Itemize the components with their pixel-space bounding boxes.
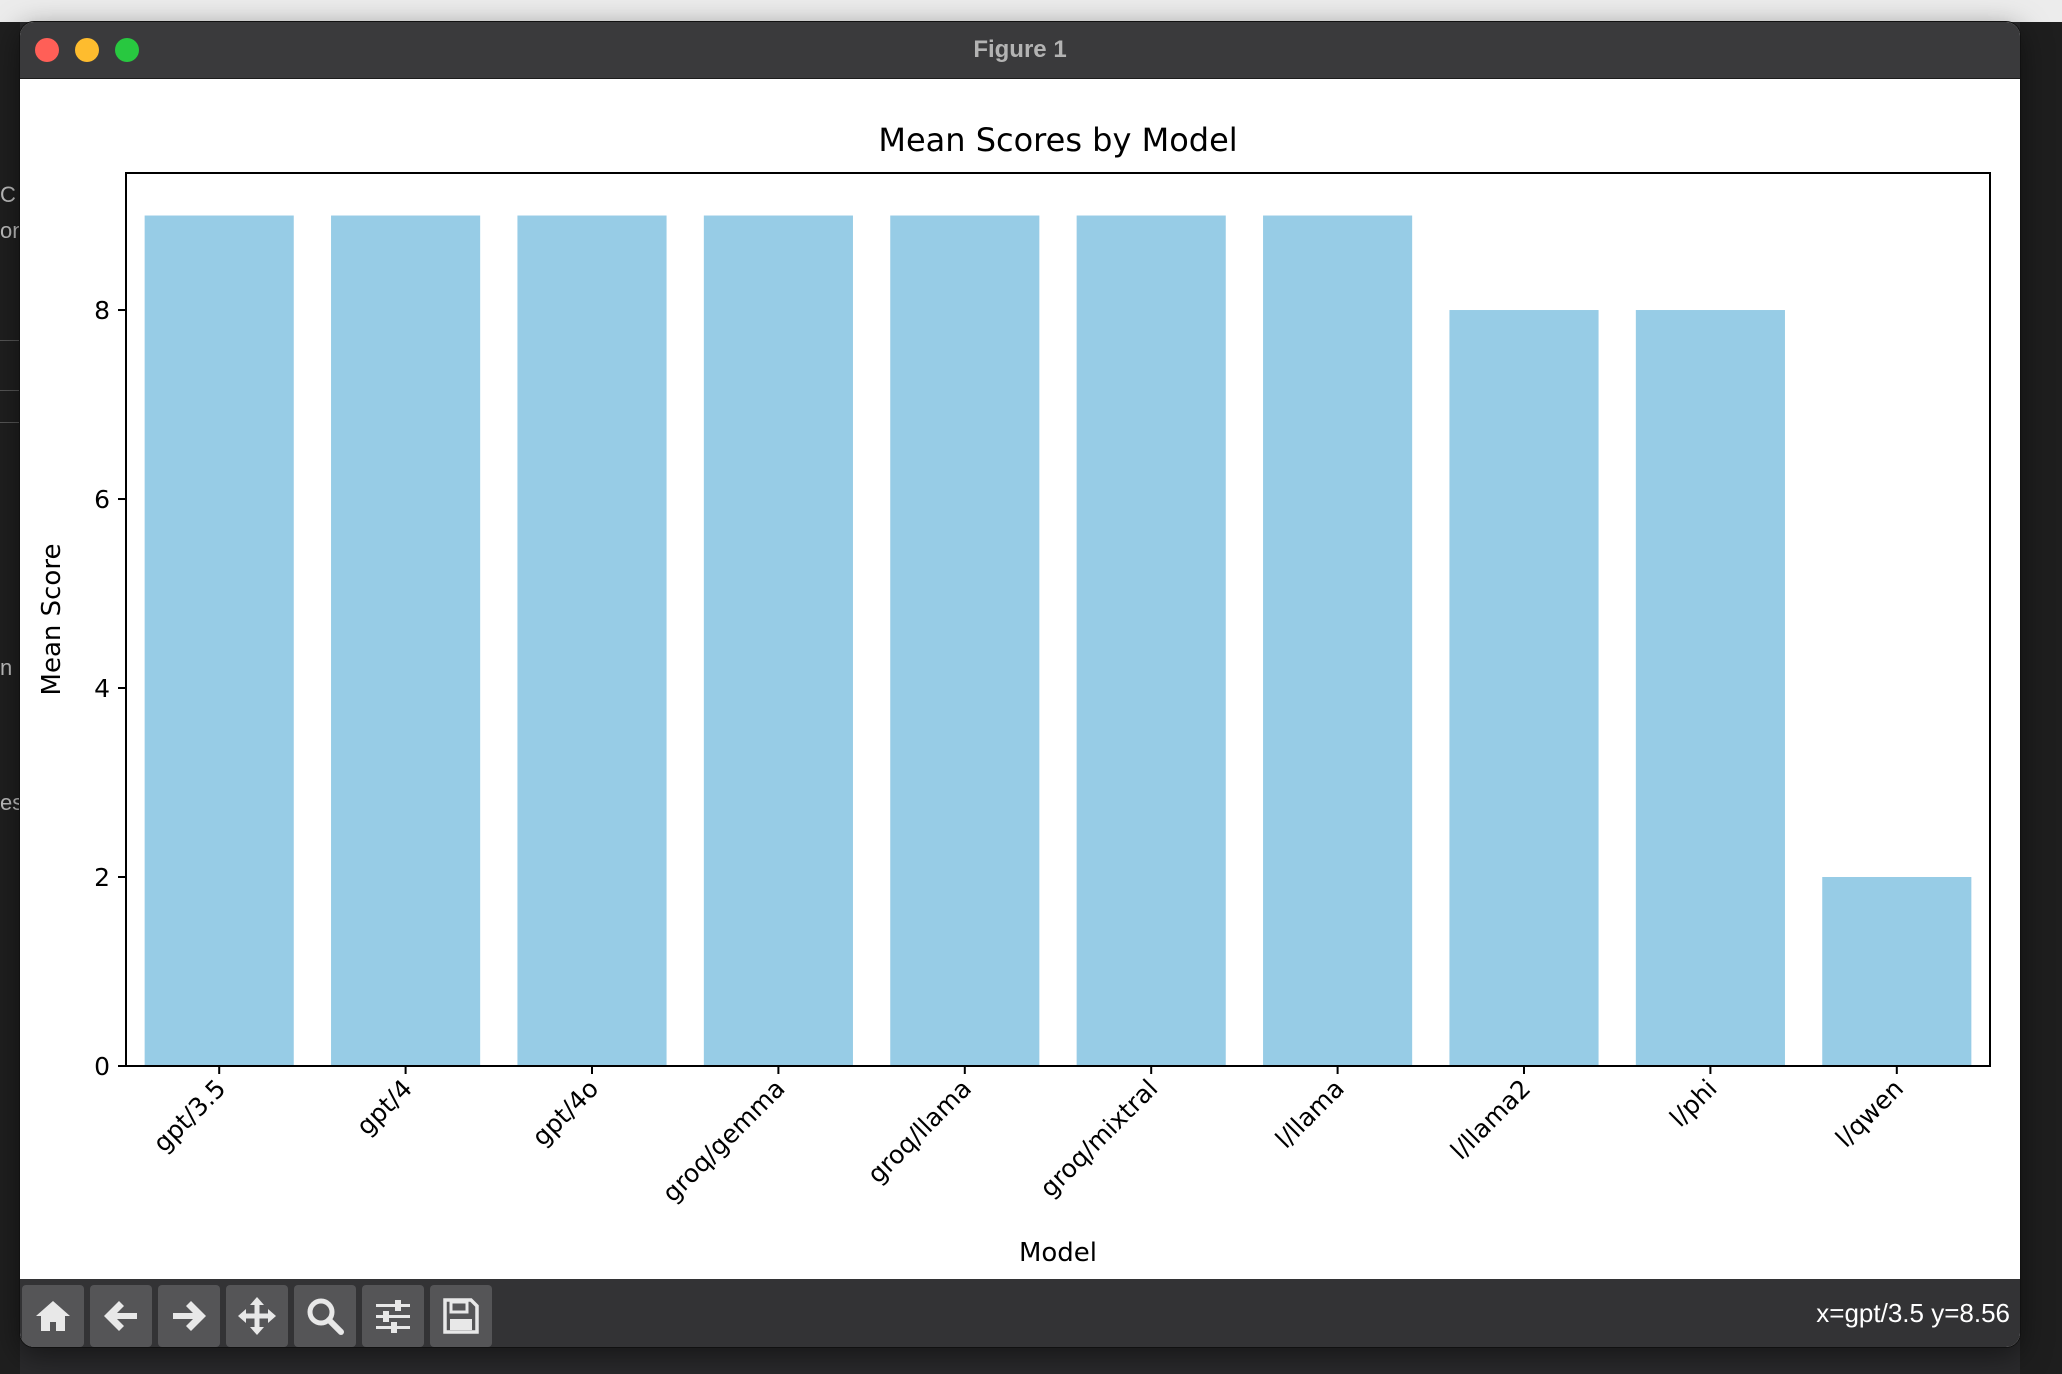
zoom-window-button[interactable] [115, 38, 139, 62]
y-axis-label: Mean Score [37, 544, 67, 696]
bar-l/phi [1635, 310, 1785, 1066]
bar-chart: 0 2 4 6 8 gpt/3.5 gpt/4 gpt/4o groq/gemma groq/ll… [37, 121, 1991, 1268]
x-tick-label: gpt/4 [351, 1074, 418, 1141]
y-tick-label: 4 [94, 674, 110, 703]
bar-groq/mixtral [1076, 215, 1226, 1066]
title-bar[interactable]: Figure 1 [20, 22, 2020, 79]
x-tick-label: l/phi [1664, 1074, 1723, 1133]
background-text-fragment: n [0, 655, 13, 680]
chart-title: Mean Scores by Model [878, 121, 1237, 159]
window-title: Figure 1 [973, 36, 1067, 63]
y-tick-label: 2 [94, 863, 110, 892]
x-tick-label: gpt/3.5 [147, 1074, 231, 1158]
magnifier-icon [307, 1298, 344, 1335]
bar-gpt/3.5 [144, 215, 294, 1066]
x-tick-label: l/llama [1270, 1074, 1350, 1154]
figure-window: Figure 1 0 2 4 6 8 gpt/3.5 gpt/4 gpt/4o groq/gem… [20, 22, 2020, 1347]
x-tick-label: l/llama2 [1445, 1074, 1536, 1165]
background-window-strip-right [2020, 22, 2062, 1374]
figure-canvas[interactable]: 0 2 4 6 8 gpt/3.5 gpt/4 gpt/4o groq/gemma groq/ll… [20, 79, 2020, 1279]
configure-subplots-button[interactable] [362, 1285, 424, 1347]
background-text-fragment: es [0, 790, 20, 815]
forward-button[interactable] [158, 1285, 220, 1347]
background-text-fragment: on [0, 218, 20, 243]
desktop-top-bar [0, 0, 2062, 22]
y-tick-label: 6 [94, 485, 110, 514]
zoom-button[interactable] [294, 1285, 356, 1347]
x-tick-label: gpt/4o [526, 1074, 604, 1152]
bar-groq/llama [890, 215, 1040, 1066]
home-button[interactable] [22, 1285, 84, 1347]
background-window-strip: C on n es [0, 22, 20, 1374]
arrow-right-icon [173, 1301, 206, 1331]
close-window-button[interactable] [35, 38, 59, 62]
bar-l/llama [1263, 215, 1413, 1066]
navigation-toolbar: x=gpt/3.5 y=8.56 [20, 1279, 2020, 1347]
x-tick-label: groq/mixtral [1034, 1074, 1163, 1203]
cursor-coordinates: x=gpt/3.5 y=8.56 [1816, 1298, 2010, 1328]
back-button[interactable] [90, 1285, 152, 1347]
arrow-left-icon [104, 1301, 137, 1331]
axes-frame [125, 172, 1991, 1067]
background-text-fragment: C [0, 182, 16, 207]
sliders-icon [376, 1300, 410, 1333]
move-icon [238, 1297, 276, 1335]
bar-groq/gemma [703, 215, 853, 1066]
bar-gpt/4o [517, 215, 667, 1066]
bar-gpt/4 [331, 215, 481, 1066]
save-button[interactable] [430, 1285, 492, 1347]
minimize-window-button[interactable] [75, 38, 99, 62]
bar-l/qwen [1822, 877, 1972, 1066]
pan-button[interactable] [226, 1285, 288, 1347]
home-icon [36, 1301, 70, 1331]
y-tick-label: 0 [94, 1052, 110, 1081]
x-tick-label: groq/llama [862, 1074, 977, 1189]
bar-l/llama2 [1449, 310, 1599, 1066]
x-axis-label: Model [1019, 1238, 1097, 1268]
y-tick-label: 8 [94, 296, 110, 325]
floppy-disk-icon [443, 1298, 479, 1334]
x-tick-label: l/qwen [1830, 1074, 1909, 1153]
x-tick-label: groq/gemma [657, 1074, 791, 1208]
